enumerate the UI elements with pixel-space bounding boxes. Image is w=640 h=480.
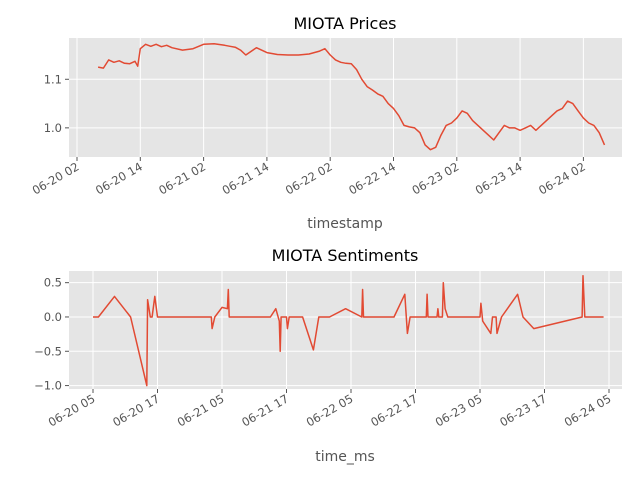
price-x-tick-label: 06-21 02 — [156, 159, 208, 197]
price-x-tick-label: 06-22 02 — [283, 159, 335, 197]
price-x-tick-label: 06-23 02 — [410, 159, 462, 197]
sentiment-x-tick-label: 06-24 05 — [562, 391, 614, 429]
price-y-tick-label: 1.1 — [44, 72, 62, 86]
price-x-tick-label: 06-21 14 — [220, 159, 272, 197]
price-chart: MIOTA Prices 06-20 02 06-20 14 06-21 02 06-… — [30, 14, 622, 232]
sentiment-x-tick-label: 06-23 05 — [433, 391, 485, 429]
sentiment-x-tick-label: 06-20 05 — [46, 391, 98, 429]
sentiment-x-tick-label: 06-23 17 — [497, 391, 549, 429]
price-x-tick-label: 06-20 02 — [30, 159, 82, 197]
price-x-tick-label: 06-24 02 — [536, 159, 588, 197]
price-series-line — [97, 43, 606, 151]
sentiment-y-tick-label: 0.5 — [44, 276, 62, 290]
sentiment-y-tick-label: 0.0 — [44, 310, 62, 324]
sentiment-y-tick-label: −1.0 — [34, 379, 62, 393]
price-y-tick-label: 1.0 — [44, 121, 62, 135]
sentiment-grid — [69, 271, 622, 389]
sentiment-chart: MIOTA Sentiments 06-20 05 06-20 17 06-21 0… — [34, 246, 622, 465]
sentiment-plot-area — [69, 271, 622, 389]
price-x-tick-label: 06-20 14 — [93, 159, 145, 197]
sentiment-x-tick-label: 06-21 17 — [239, 391, 291, 429]
sentiment-series-line — [93, 275, 604, 387]
sentiment-y-tick-label: −0.5 — [34, 344, 62, 358]
sentiment-chart-title: MIOTA Sentiments — [272, 246, 419, 265]
sentiment-x-tick-label: 06-20 17 — [110, 391, 162, 429]
price-grid — [69, 38, 622, 157]
price-plot-area — [69, 38, 622, 157]
sentiment-x-axis-label: time_ms — [315, 449, 375, 465]
sentiment-x-tick-label: 06-21 05 — [175, 391, 227, 429]
price-x-tick-label: 06-22 14 — [346, 159, 398, 197]
sentiment-x-tick-label: 06-22 05 — [304, 391, 356, 429]
price-chart-title: MIOTA Prices — [293, 14, 396, 33]
price-x-axis-label: timestamp — [307, 216, 383, 232]
price-x-tick-label: 06-23 14 — [473, 159, 525, 197]
sentiment-x-tick-label: 06-22 17 — [368, 391, 420, 429]
